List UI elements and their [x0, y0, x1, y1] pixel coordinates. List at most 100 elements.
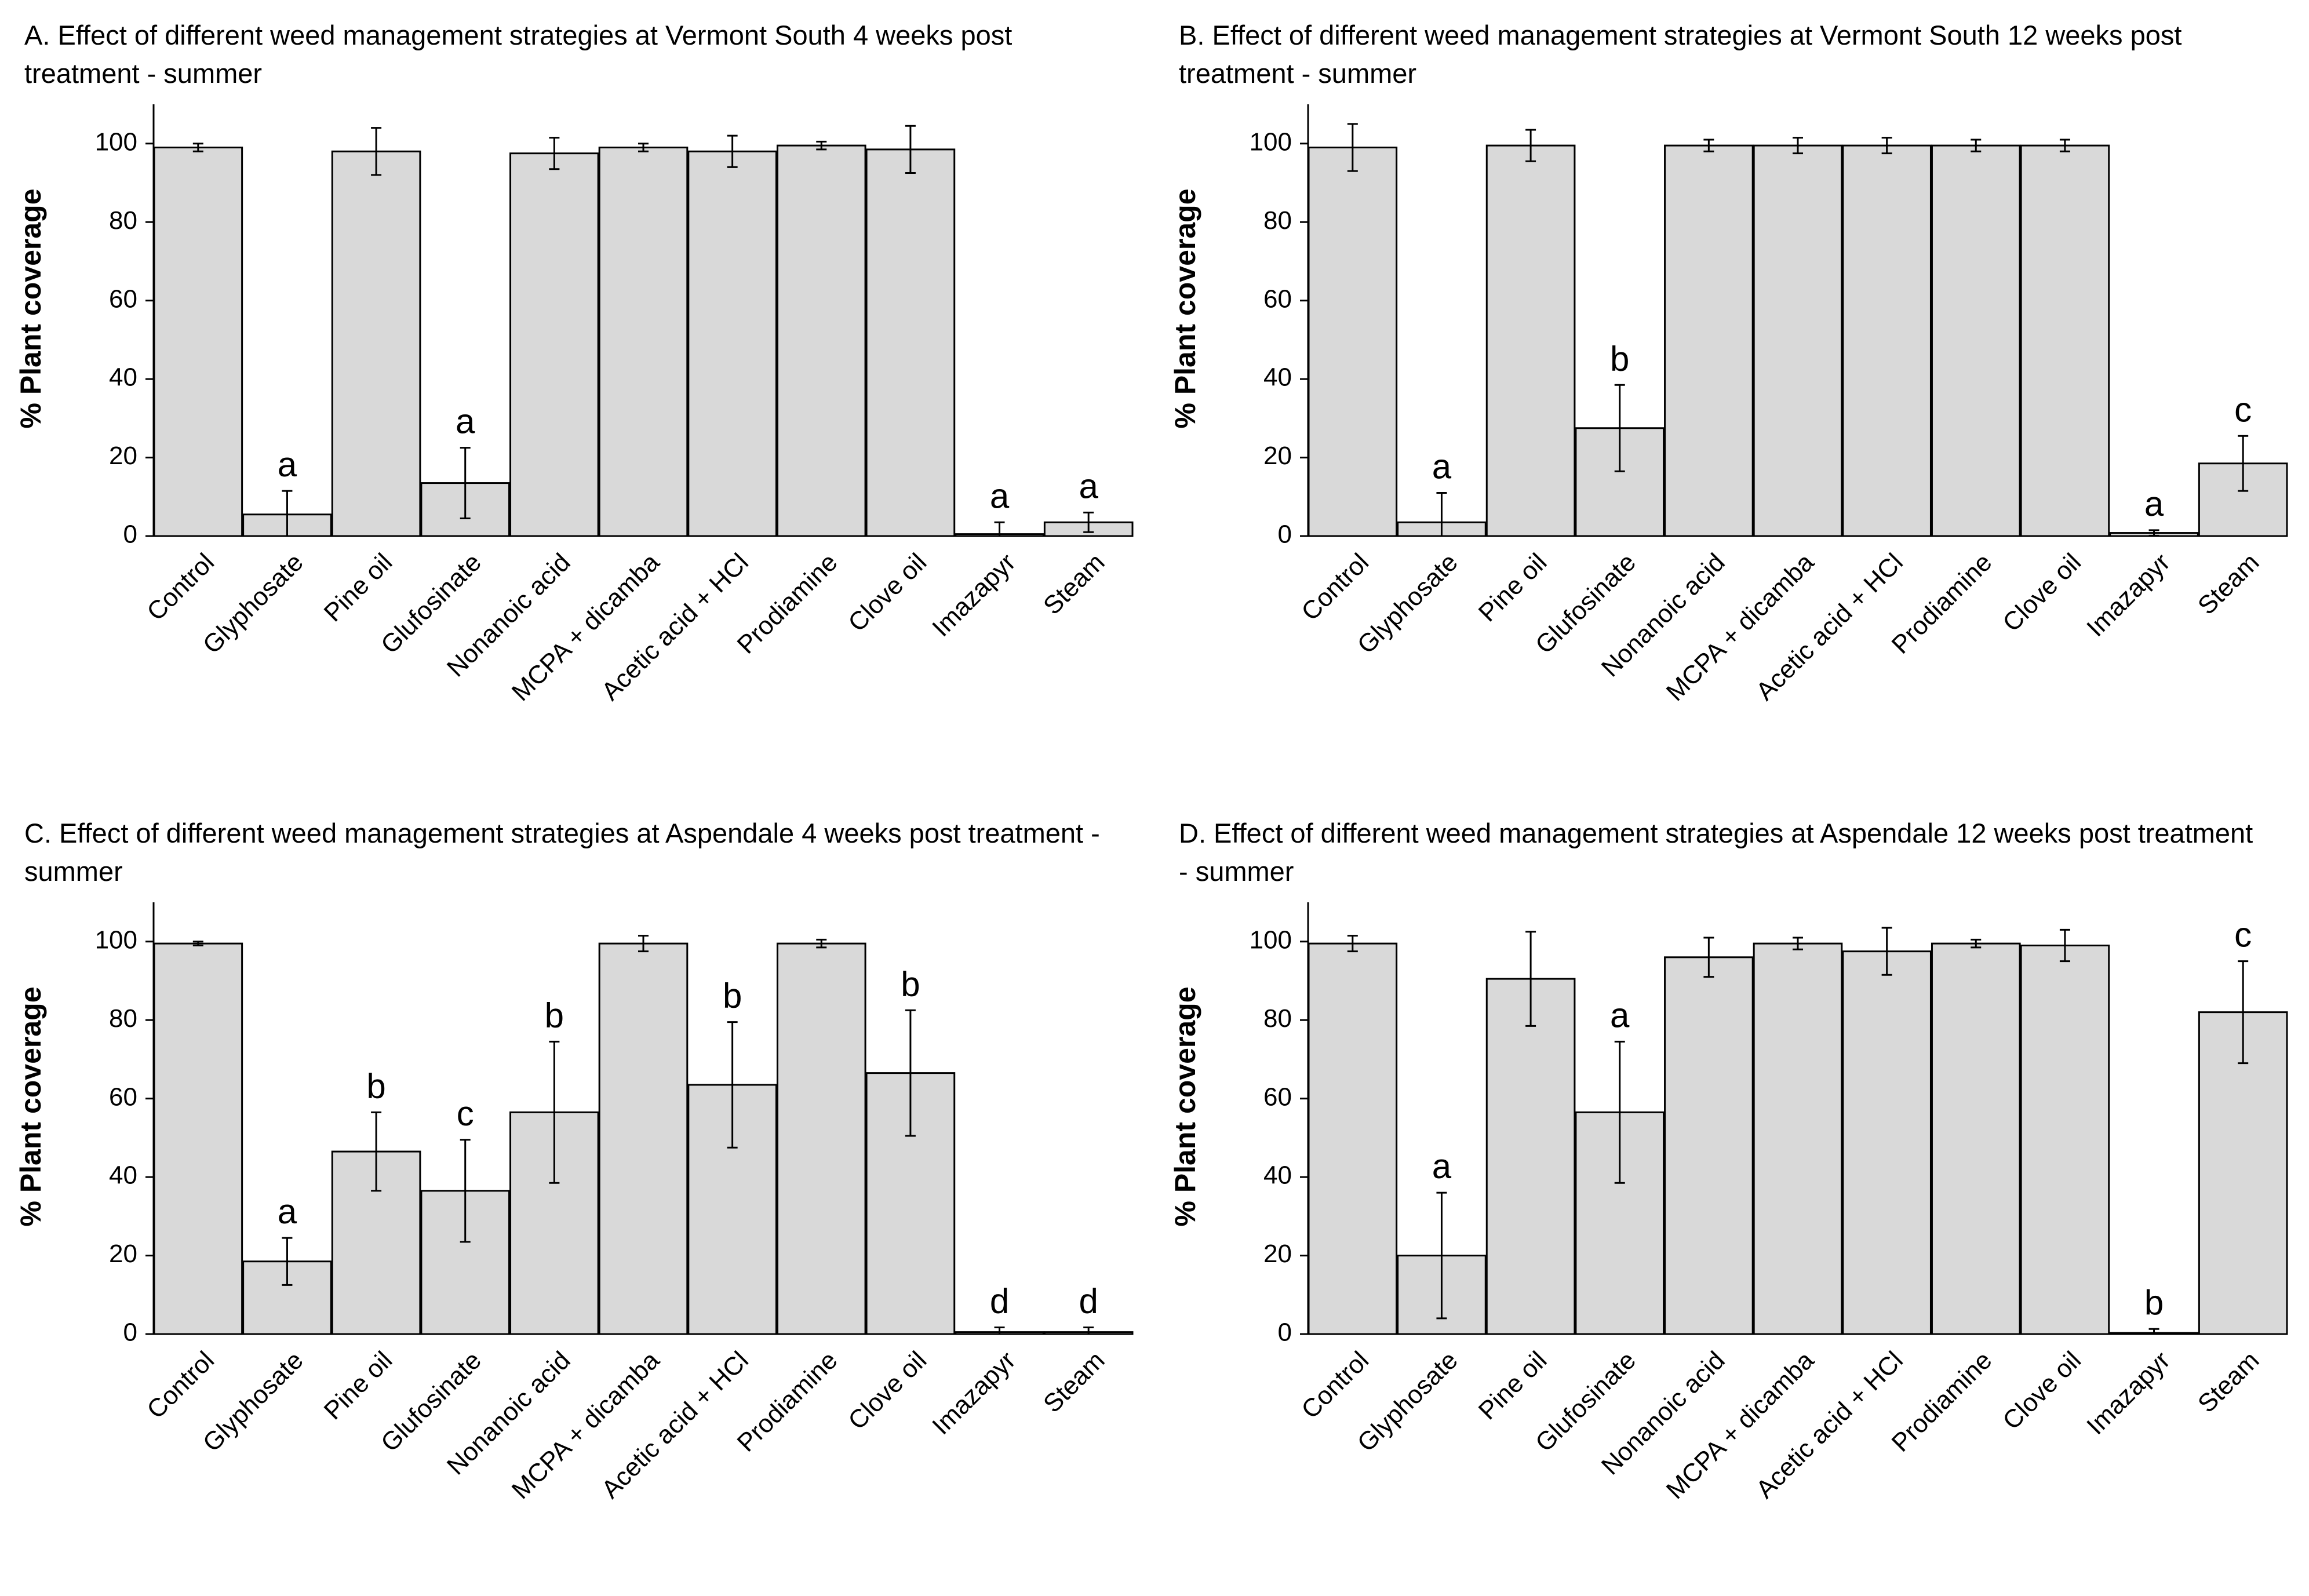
- chart-panel-a: A. Effect of different weed management s…: [0, 0, 1154, 798]
- chart-title: B. Effect of different weed management s…: [1179, 20, 2182, 89]
- x-tick-label: Clove oil: [843, 548, 932, 637]
- significance-letter: d: [990, 1281, 1009, 1320]
- y-tick-label: 80: [1263, 1004, 1292, 1033]
- bar: [598, 147, 689, 537]
- significance-letter: b: [901, 964, 920, 1003]
- significance-letter: a: [456, 402, 475, 441]
- significance-letter: a: [990, 476, 1010, 515]
- x-tick-label: Steam: [1038, 548, 1110, 621]
- y-tick-label: 0: [1278, 1318, 1292, 1347]
- chart-panel-c: C. Effect of different weed management s…: [0, 798, 1154, 1596]
- chart-title: A. Effect of different weed management s…: [24, 20, 1013, 89]
- y-tick-label: 60: [1263, 1083, 1292, 1111]
- bar: [2020, 144, 2110, 537]
- significance-letter: a: [1432, 1147, 1452, 1186]
- y-axis-title: % Plant coverage: [1169, 986, 1201, 1226]
- x-tick-label: Steam: [2193, 1346, 2265, 1419]
- bar: [1664, 144, 1754, 537]
- x-tick-label: Pine oil: [319, 548, 398, 628]
- x-tick-label: Control: [141, 1346, 220, 1424]
- x-tick-label: Acetic acid + HCl: [1751, 1346, 1909, 1504]
- bar: [687, 150, 777, 537]
- x-tick-label: Pine oil: [319, 1346, 398, 1426]
- y-tick-label: 100: [95, 925, 137, 954]
- y-tick-label: 60: [109, 1083, 137, 1111]
- x-tick-label: Clove oil: [1997, 1346, 2086, 1435]
- x-tick-label: Steam: [1038, 1346, 1110, 1419]
- significance-letter: d: [1079, 1281, 1098, 1320]
- bar: [776, 144, 866, 537]
- bar: [153, 147, 243, 537]
- y-tick-label: 80: [1263, 206, 1292, 235]
- y-tick-label: 20: [109, 442, 137, 470]
- x-tick-label: Acetic acid + HCl: [596, 1346, 754, 1504]
- x-tick-label: Imazapyr: [2081, 1346, 2176, 1441]
- significance-letter: b: [2144, 1283, 2164, 1322]
- bar: [2198, 1011, 2288, 1335]
- significance-letter: b: [545, 996, 564, 1034]
- x-tick-label: Imazapyr: [2081, 548, 2176, 643]
- y-tick-label: 40: [1263, 363, 1292, 392]
- x-tick-label: Steam: [2193, 548, 2265, 621]
- y-tick-label: 40: [109, 1161, 137, 1190]
- bar: [1931, 144, 2021, 537]
- bar: [1308, 942, 1398, 1335]
- y-tick-label: 20: [109, 1240, 137, 1268]
- bar: [1485, 144, 1576, 537]
- bar: [1753, 144, 1843, 537]
- y-tick-label: 40: [109, 363, 137, 392]
- x-tick-label: Pine oil: [1473, 548, 1553, 628]
- bar: [2020, 945, 2110, 1335]
- significance-letter: c: [457, 1094, 474, 1133]
- significance-letter: a: [2144, 484, 2164, 523]
- x-tick-label: Control: [141, 548, 220, 626]
- y-tick-label: 0: [123, 520, 137, 549]
- bar: [865, 148, 956, 537]
- bar: [1842, 144, 1932, 537]
- bar: [598, 942, 689, 1335]
- bar: [1308, 147, 1398, 537]
- y-tick-label: 40: [1263, 1161, 1292, 1190]
- x-tick-label: MCPA + dicamba: [1661, 548, 1820, 706]
- x-tick-label: MCPA + dicamba: [507, 1346, 665, 1504]
- x-tick-label: Clove oil: [1997, 548, 2086, 637]
- y-axis-title: % Plant coverage: [14, 188, 47, 428]
- x-tick-label: Clove oil: [843, 1346, 932, 1435]
- bar: [1753, 942, 1843, 1335]
- x-tick-label: Control: [1296, 548, 1374, 626]
- y-tick-label: 80: [109, 206, 137, 235]
- x-tick-label: MCPA + dicamba: [1661, 1346, 1820, 1504]
- y-axis-title: % Plant coverage: [1169, 188, 1201, 428]
- bar: [1931, 942, 2021, 1335]
- significance-letter: a: [1432, 447, 1452, 486]
- chart-title: D. Effect of different weed management s…: [1179, 818, 2253, 887]
- x-tick-label: Pine oil: [1473, 1346, 1553, 1426]
- x-tick-label: Acetic acid + HCl: [596, 548, 754, 706]
- y-tick-label: 60: [109, 285, 137, 313]
- y-tick-label: 100: [95, 127, 137, 156]
- x-tick-label: Imazapyr: [927, 548, 1021, 643]
- y-tick-label: 0: [1278, 520, 1292, 549]
- significance-letter: b: [366, 1066, 385, 1105]
- y-tick-label: 60: [1263, 285, 1292, 313]
- y-tick-label: 20: [1263, 1240, 1292, 1268]
- significance-letter: a: [1079, 467, 1098, 505]
- x-tick-label: Acetic acid + HCl: [1751, 548, 1909, 706]
- bar: [331, 150, 421, 537]
- chart-panel-b: B. Effect of different weed management s…: [1154, 0, 2309, 798]
- y-tick-label: 20: [1263, 442, 1292, 470]
- x-tick-label: Control: [1296, 1346, 1374, 1424]
- significance-letter: a: [278, 445, 297, 484]
- y-tick-label: 100: [1250, 127, 1292, 156]
- bar: [1664, 956, 1754, 1335]
- y-tick-label: 80: [109, 1004, 137, 1033]
- significance-letter: c: [2234, 916, 2252, 954]
- significance-letter: a: [278, 1192, 297, 1231]
- bar: [153, 942, 243, 1335]
- chart-panel-d: D. Effect of different weed management s…: [1154, 798, 2309, 1596]
- bar: [1485, 978, 1576, 1335]
